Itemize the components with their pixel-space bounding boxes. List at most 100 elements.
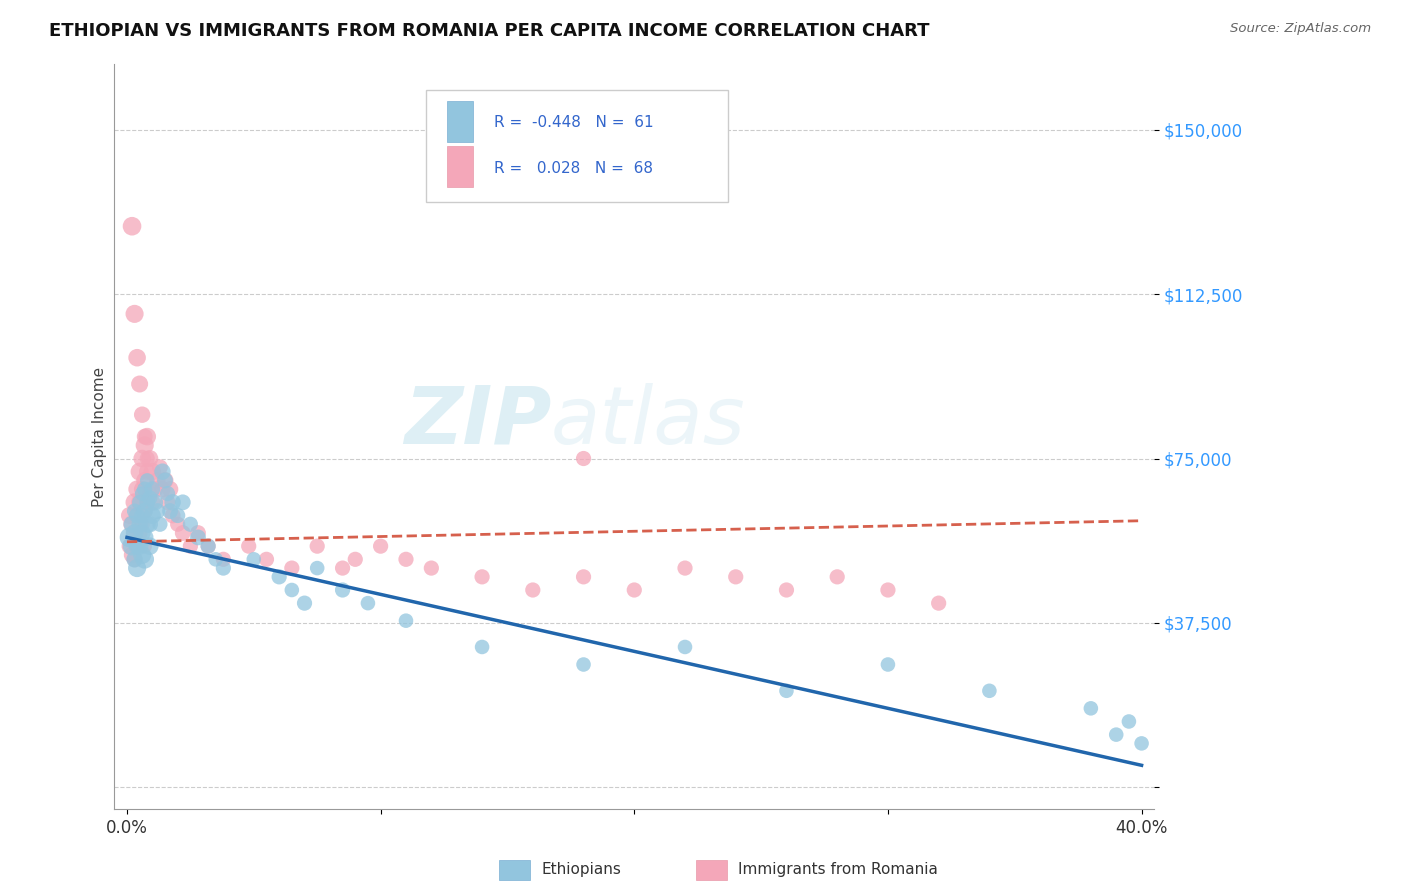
Point (238, 539, 260, 553)
Point (143, 495, 166, 509)
Point (121, 548, 143, 562)
Point (1105, 728, 1128, 742)
Point (131, 548, 153, 562)
Point (131, 451, 153, 466)
Point (153, 474, 176, 488)
Point (139, 486, 162, 500)
Point (212, 552, 235, 566)
Point (118, 539, 141, 553)
Point (149, 517, 172, 532)
Point (141, 495, 163, 509)
Point (134, 504, 156, 518)
Point (471, 640, 494, 654)
Point (370, 539, 392, 553)
Point (134, 539, 156, 553)
Point (572, 451, 595, 466)
Point (136, 465, 159, 479)
Point (152, 465, 174, 479)
Point (395, 614, 418, 628)
Point (131, 517, 153, 532)
Point (204, 552, 226, 566)
Point (179, 539, 201, 553)
Point (131, 408, 153, 422)
Point (159, 482, 181, 496)
Text: R =  -0.448   N =  61: R = -0.448 N = 61 (494, 115, 654, 129)
Point (141, 508, 163, 523)
Text: Source: ZipAtlas.com: Source: ZipAtlas.com (1230, 22, 1371, 36)
Point (124, 307, 146, 321)
Point (134, 474, 156, 488)
Point (332, 582, 354, 597)
Point (152, 482, 174, 496)
Point (420, 561, 443, 575)
Point (139, 539, 162, 553)
Point (179, 517, 201, 532)
Point (139, 517, 162, 532)
Point (121, 539, 143, 553)
Point (128, 495, 150, 509)
Text: R =   0.028   N =  68: R = 0.028 N = 68 (494, 161, 652, 176)
FancyBboxPatch shape (426, 90, 728, 202)
Point (307, 539, 329, 553)
Point (307, 561, 329, 575)
Point (153, 474, 176, 488)
Point (124, 526, 146, 541)
Text: atlas: atlas (551, 383, 745, 460)
Point (128, 517, 150, 532)
Point (141, 482, 163, 496)
Point (673, 640, 696, 654)
Point (149, 460, 172, 475)
Point (118, 508, 141, 523)
Point (979, 683, 1001, 698)
Point (197, 539, 219, 553)
Text: ZIP: ZIP (404, 383, 551, 460)
Point (124, 504, 146, 518)
Point (128, 465, 150, 479)
Point (127, 508, 149, 523)
Point (162, 508, 184, 523)
Point (124, 526, 146, 541)
Point (134, 429, 156, 443)
Point (877, 582, 900, 597)
Point (134, 438, 156, 452)
Point (572, 570, 595, 584)
Point (187, 530, 209, 544)
Point (121, 517, 143, 532)
Point (131, 508, 153, 523)
Point (131, 486, 153, 500)
Point (141, 465, 163, 479)
Point (673, 561, 696, 575)
Point (522, 582, 544, 597)
Point (143, 482, 166, 496)
Point (127, 539, 149, 553)
Point (121, 517, 143, 532)
Point (136, 495, 159, 509)
Point (281, 582, 304, 597)
Text: ETHIOPIAN VS IMMIGRANTS FROM ROMANIA PER CAPITA INCOME CORRELATION CHART: ETHIOPIAN VS IMMIGRANTS FROM ROMANIA PER… (49, 22, 929, 40)
Point (877, 657, 900, 672)
Point (1080, 701, 1102, 715)
Point (775, 582, 797, 597)
Point (825, 570, 848, 584)
Point (357, 596, 380, 610)
Point (197, 539, 219, 553)
Point (156, 495, 179, 509)
Y-axis label: Per Capita Income: Per Capita Income (93, 367, 107, 507)
Point (134, 530, 156, 544)
Point (471, 570, 494, 584)
Text: Immigrants from Romania: Immigrants from Romania (738, 863, 938, 877)
Point (139, 491, 162, 505)
Point (134, 482, 156, 496)
Point (146, 504, 169, 518)
Point (332, 561, 354, 575)
Point (724, 570, 747, 584)
Point (1118, 714, 1140, 729)
Point (118, 530, 141, 544)
Point (775, 683, 797, 698)
Point (395, 552, 418, 566)
Point (127, 351, 149, 365)
Point (243, 552, 266, 566)
Point (134, 552, 156, 566)
Point (127, 539, 149, 553)
Point (136, 495, 159, 509)
